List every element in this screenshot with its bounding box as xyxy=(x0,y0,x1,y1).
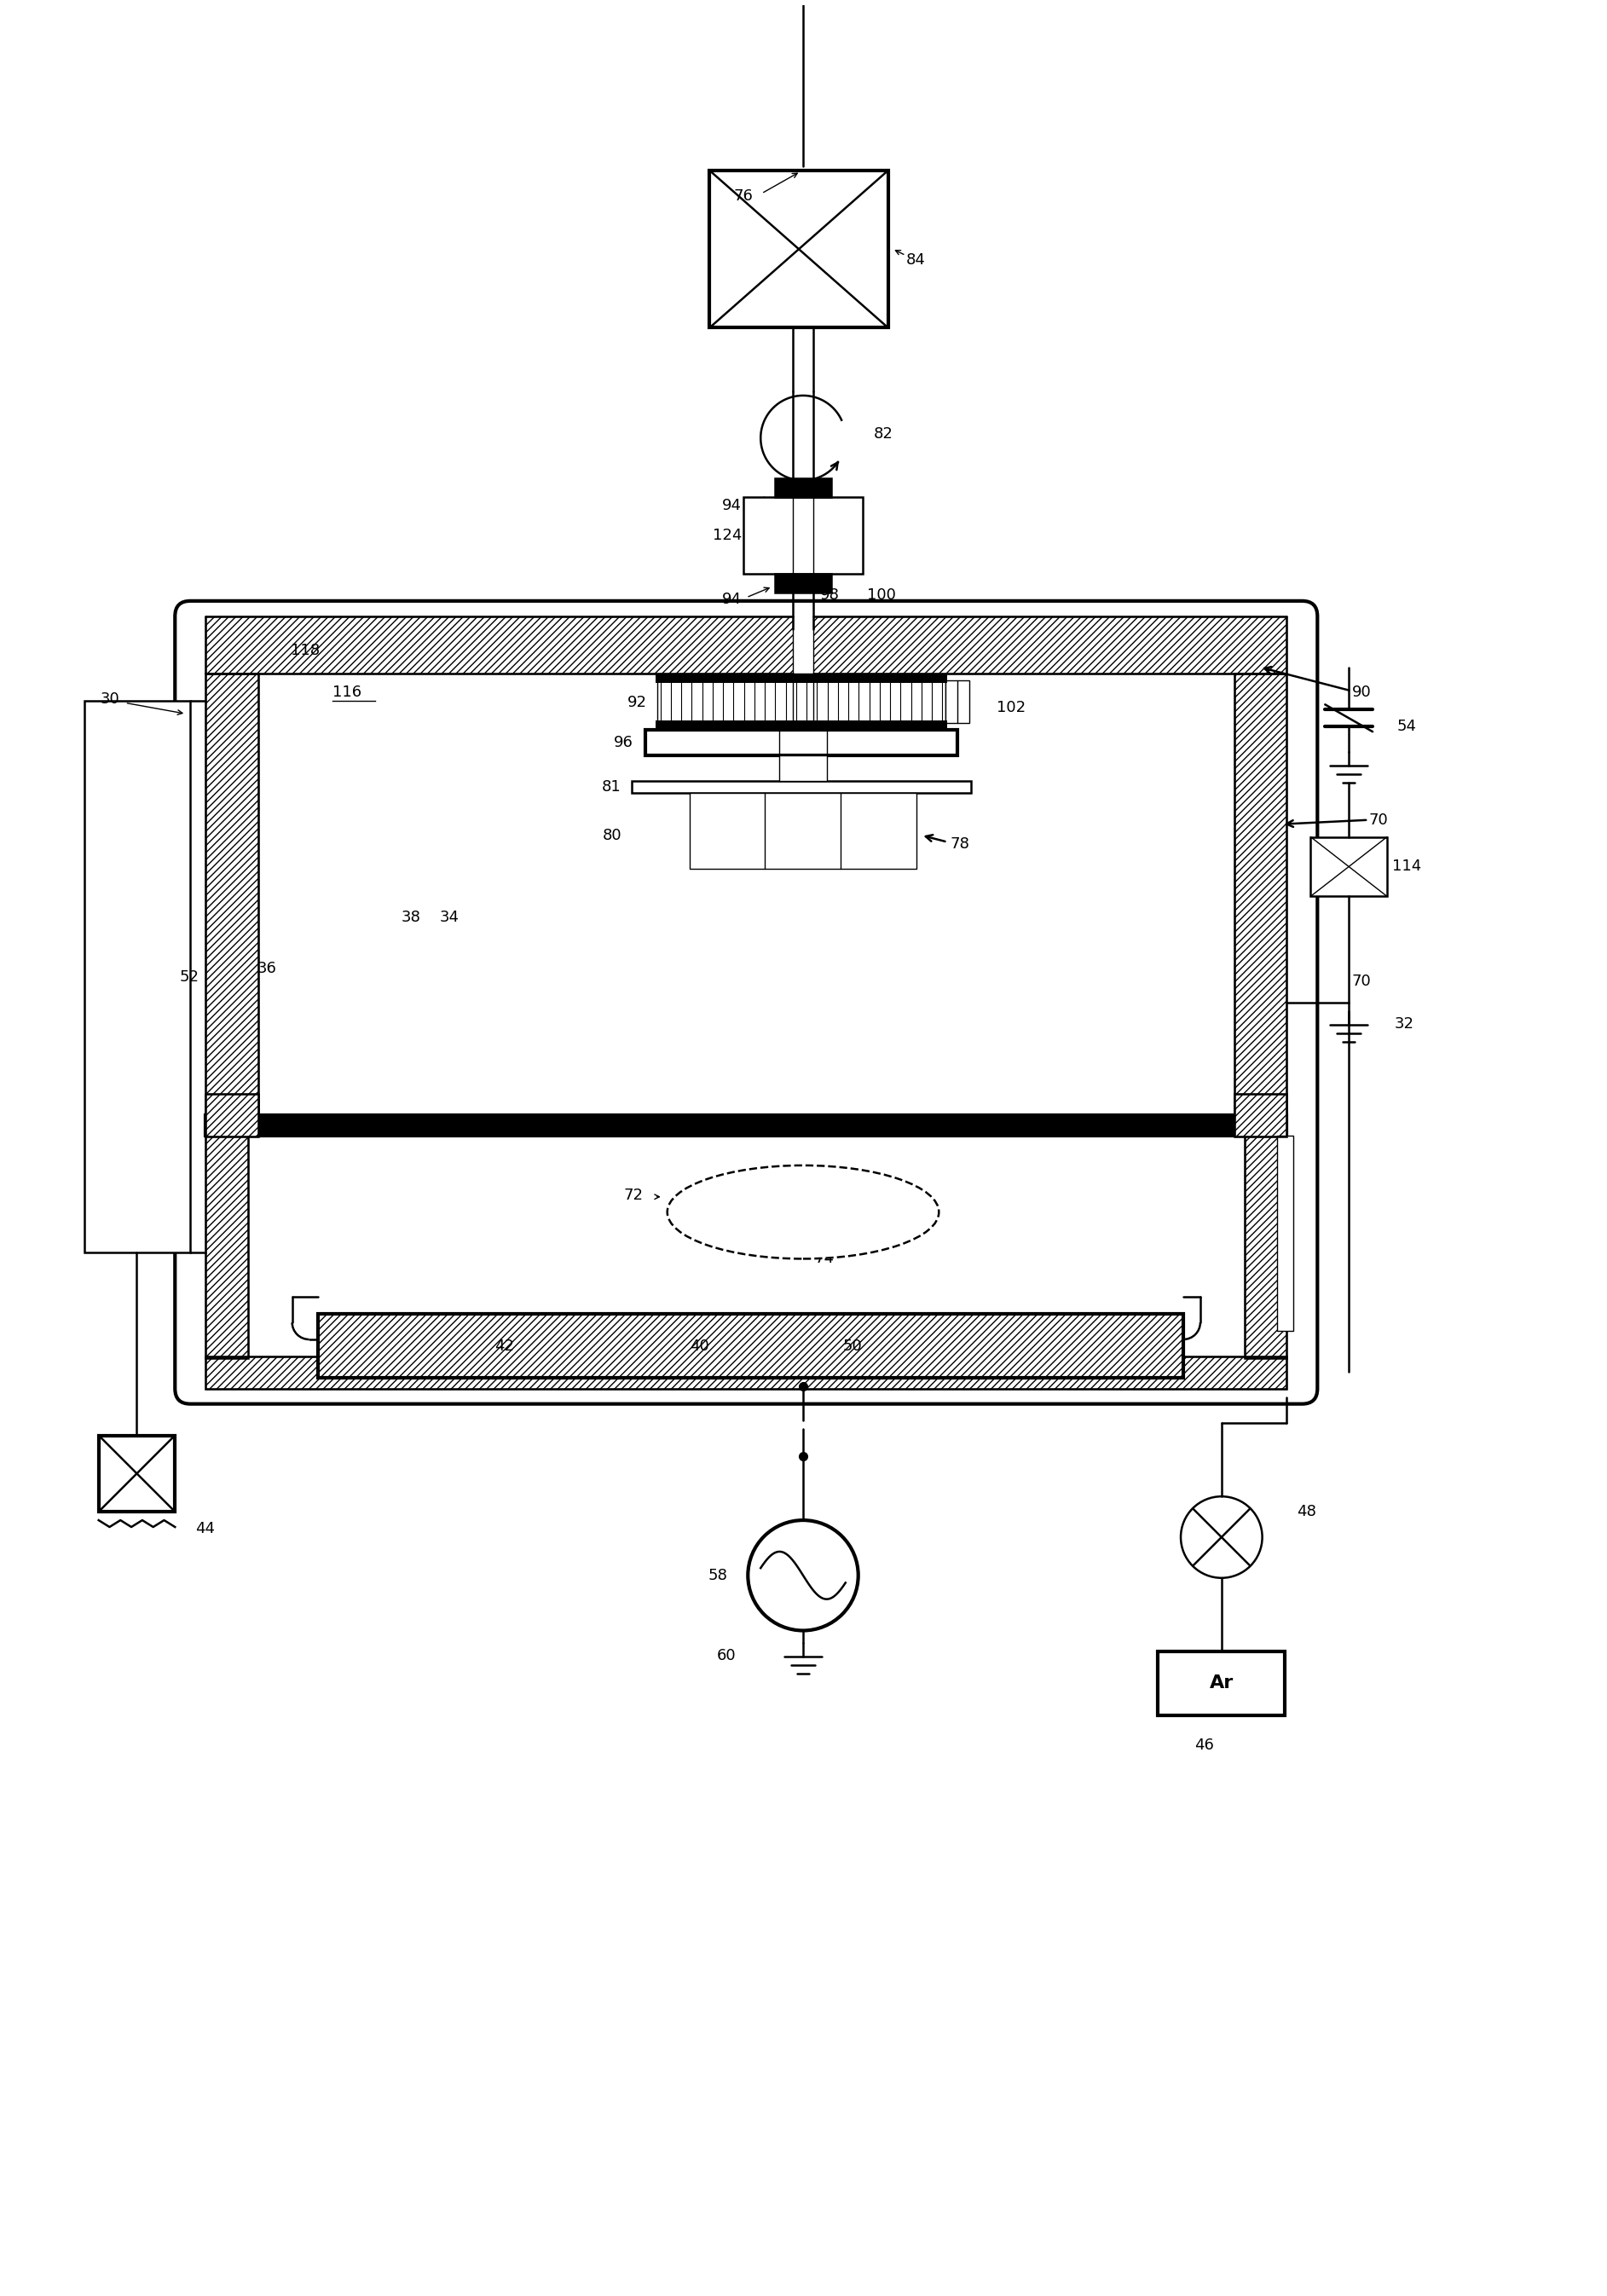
Text: 42: 42 xyxy=(495,1339,514,1355)
Text: 100: 100 xyxy=(866,588,895,602)
Text: 84: 84 xyxy=(906,253,926,266)
Text: 94: 94 xyxy=(723,592,742,606)
Bar xyxy=(656,675,948,684)
Text: 38: 38 xyxy=(402,909,421,925)
Text: 124: 124 xyxy=(712,528,742,544)
FancyBboxPatch shape xyxy=(175,602,1318,1403)
Bar xyxy=(775,574,831,592)
Text: 58: 58 xyxy=(709,1568,728,1582)
Bar xyxy=(813,615,1287,675)
Text: 118: 118 xyxy=(291,643,320,659)
Text: 98: 98 xyxy=(820,588,839,602)
Text: 52: 52 xyxy=(178,969,199,985)
Bar xyxy=(206,615,792,675)
Bar xyxy=(206,1137,247,1357)
Text: 96: 96 xyxy=(614,735,633,751)
Text: 70: 70 xyxy=(1369,813,1388,827)
Text: Ar: Ar xyxy=(1210,1674,1234,1692)
Bar xyxy=(206,1357,1287,1389)
Bar xyxy=(710,170,889,328)
Bar xyxy=(779,755,828,781)
Text: 94: 94 xyxy=(723,498,742,514)
Bar xyxy=(206,1357,1287,1389)
Bar xyxy=(1276,1137,1294,1332)
Bar xyxy=(84,700,190,1254)
Bar xyxy=(1234,1095,1287,1137)
Bar xyxy=(657,675,945,730)
Bar xyxy=(1234,675,1287,1123)
Text: 116: 116 xyxy=(333,684,362,700)
Text: 81: 81 xyxy=(603,778,622,794)
Bar xyxy=(318,1313,1183,1378)
Text: 40: 40 xyxy=(689,1339,709,1355)
Text: 36: 36 xyxy=(257,960,276,976)
Text: 46: 46 xyxy=(1194,1738,1215,1752)
Text: 78: 78 xyxy=(950,836,969,852)
Text: 32: 32 xyxy=(1395,1015,1414,1031)
Text: N: N xyxy=(722,824,733,838)
Bar xyxy=(1244,1137,1287,1357)
Bar xyxy=(206,675,259,1123)
Bar xyxy=(1234,675,1287,1123)
Circle shape xyxy=(747,1520,858,1630)
Text: 54: 54 xyxy=(1396,719,1416,735)
Bar xyxy=(98,1435,175,1511)
Text: 102: 102 xyxy=(996,700,1025,716)
Bar xyxy=(206,1137,247,1357)
Bar xyxy=(644,730,958,755)
Text: 82: 82 xyxy=(874,427,893,441)
Text: 70: 70 xyxy=(1351,974,1371,990)
Text: 44: 44 xyxy=(194,1520,214,1536)
Bar xyxy=(206,1116,1287,1137)
Text: 76: 76 xyxy=(734,188,754,204)
Bar xyxy=(656,721,948,730)
Text: 48: 48 xyxy=(1297,1504,1316,1520)
Text: 72: 72 xyxy=(624,1187,643,1203)
Bar xyxy=(318,1313,1183,1378)
Text: N: N xyxy=(873,824,884,838)
Circle shape xyxy=(1181,1497,1261,1577)
Bar xyxy=(1244,1137,1287,1357)
Text: 114: 114 xyxy=(1392,859,1421,875)
Bar xyxy=(744,498,863,574)
Bar xyxy=(1311,838,1387,895)
Text: 92: 92 xyxy=(627,696,648,709)
Bar xyxy=(1159,1651,1286,1715)
Text: S: S xyxy=(799,824,808,838)
Text: 50: 50 xyxy=(842,1339,861,1355)
Bar xyxy=(1234,1095,1287,1137)
Bar xyxy=(206,1095,259,1137)
Bar xyxy=(775,478,831,498)
Ellipse shape xyxy=(667,1166,938,1258)
Bar xyxy=(632,781,971,792)
Text: 76: 76 xyxy=(771,1217,791,1233)
Bar xyxy=(945,680,969,723)
Text: 74: 74 xyxy=(815,1251,834,1267)
Text: 60: 60 xyxy=(717,1649,736,1665)
Text: 34: 34 xyxy=(439,909,460,925)
Bar xyxy=(689,792,918,870)
Text: 80: 80 xyxy=(603,827,622,843)
Text: 30: 30 xyxy=(100,691,119,707)
Bar xyxy=(206,675,259,1123)
Text: 90: 90 xyxy=(1351,684,1371,700)
Bar xyxy=(206,1095,259,1137)
